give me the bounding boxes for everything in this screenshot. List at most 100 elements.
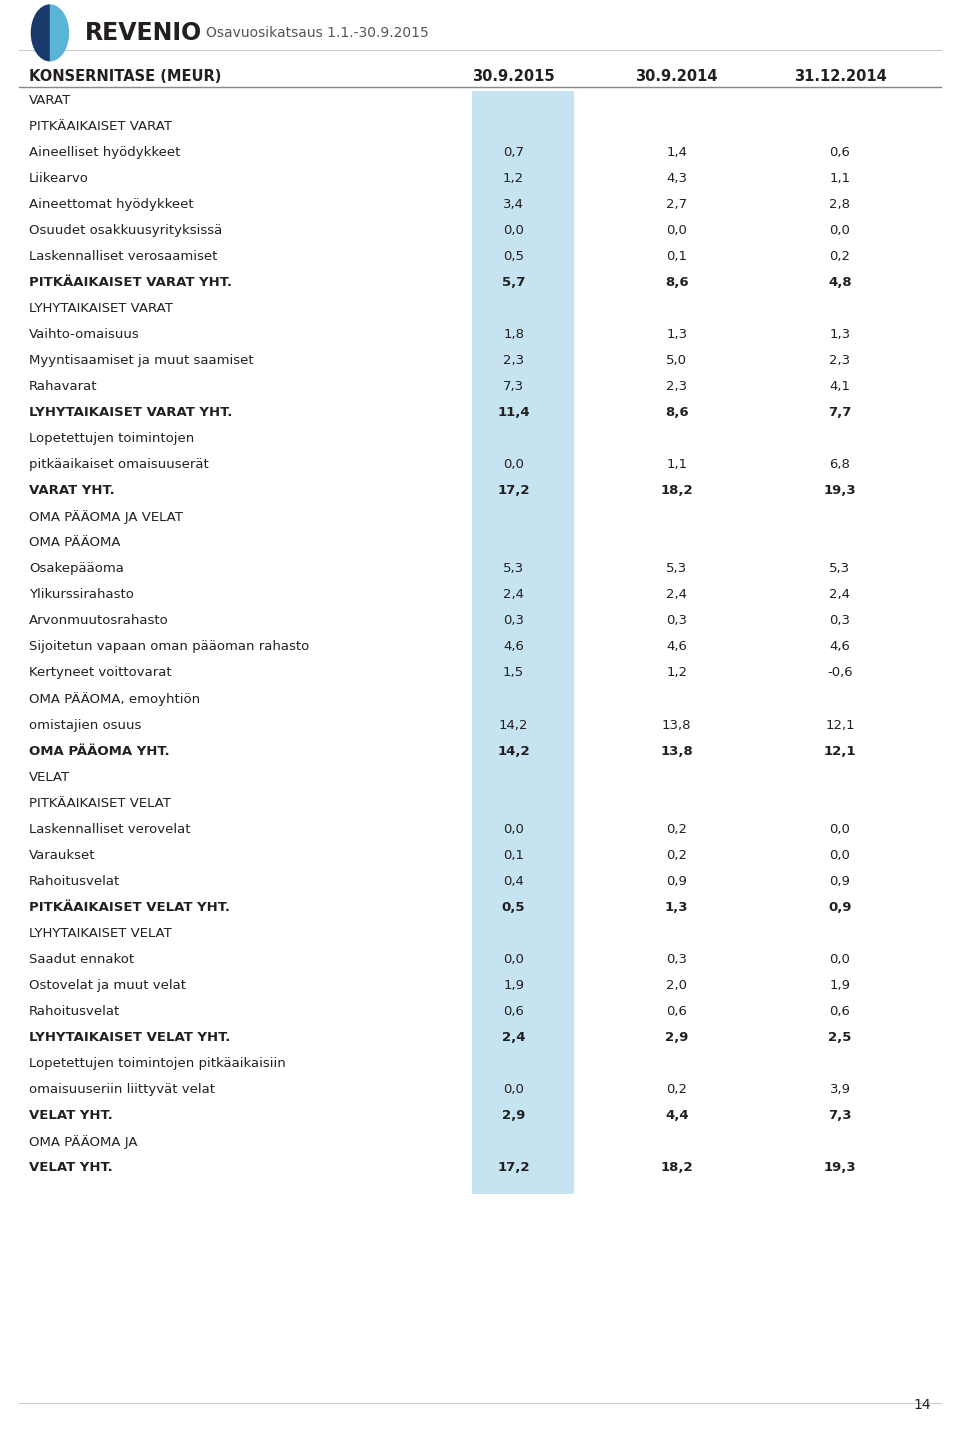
Text: 12,1: 12,1 bbox=[824, 745, 856, 757]
Text: Osavuosikatsaus 1.1.-30.9.2015: Osavuosikatsaus 1.1.-30.9.2015 bbox=[206, 26, 429, 40]
Text: 5,3: 5,3 bbox=[666, 563, 687, 576]
Text: 14,2: 14,2 bbox=[499, 719, 528, 732]
Text: 2,8: 2,8 bbox=[829, 199, 851, 211]
Text: 11,4: 11,4 bbox=[497, 406, 530, 419]
Text: OMA PÄÄOMA YHT.: OMA PÄÄOMA YHT. bbox=[29, 745, 169, 757]
Text: 1,8: 1,8 bbox=[503, 329, 524, 342]
FancyBboxPatch shape bbox=[472, 91, 574, 1193]
Text: 6,8: 6,8 bbox=[829, 459, 851, 472]
Text: 0,7: 0,7 bbox=[503, 146, 524, 159]
Text: Aineettomat hyödykkeet: Aineettomat hyödykkeet bbox=[29, 199, 193, 211]
Text: Lopetettujen toimintojen: Lopetettujen toimintojen bbox=[29, 433, 194, 446]
Text: 2,0: 2,0 bbox=[666, 979, 687, 992]
Text: Vaihto-omaisuus: Vaihto-omaisuus bbox=[29, 329, 139, 342]
Text: OMA PÄÄOMA, emoyhtiön: OMA PÄÄOMA, emoyhtiön bbox=[29, 693, 200, 706]
Text: 4,6: 4,6 bbox=[503, 640, 524, 653]
Text: 0,1: 0,1 bbox=[503, 849, 524, 862]
Text: 1,1: 1,1 bbox=[829, 173, 851, 186]
Text: 0,0: 0,0 bbox=[503, 823, 524, 836]
Text: LYHYTAIKAISET VARAT: LYHYTAIKAISET VARAT bbox=[29, 303, 173, 316]
Text: 0,6: 0,6 bbox=[666, 1005, 687, 1017]
Text: Kertyneet voittovarat: Kertyneet voittovarat bbox=[29, 666, 172, 679]
Text: 0,0: 0,0 bbox=[829, 823, 851, 836]
Text: Osakepääoma: Osakepääoma bbox=[29, 563, 124, 576]
Text: 0,9: 0,9 bbox=[828, 900, 852, 913]
Text: Laskennalliset verosaamiset: Laskennalliset verosaamiset bbox=[29, 250, 217, 263]
Text: VELAT: VELAT bbox=[29, 770, 70, 783]
Text: 2,4: 2,4 bbox=[503, 589, 524, 602]
Text: Liikearvo: Liikearvo bbox=[29, 173, 88, 186]
Text: 12,1: 12,1 bbox=[826, 719, 854, 732]
Text: 7,3: 7,3 bbox=[503, 380, 524, 393]
Text: 4,6: 4,6 bbox=[666, 640, 687, 653]
Text: 2,9: 2,9 bbox=[665, 1030, 688, 1043]
Text: Myyntisaamiset ja muut saamiset: Myyntisaamiset ja muut saamiset bbox=[29, 354, 253, 367]
Text: 17,2: 17,2 bbox=[497, 484, 530, 497]
Text: 0,0: 0,0 bbox=[829, 849, 851, 862]
Text: Aineelliset hyödykkeet: Aineelliset hyödykkeet bbox=[29, 146, 180, 159]
Text: Laskennalliset verovelat: Laskennalliset verovelat bbox=[29, 823, 190, 836]
Text: 7,3: 7,3 bbox=[828, 1109, 852, 1122]
Text: 1,9: 1,9 bbox=[829, 979, 851, 992]
Text: PITKÄAIKAISET VARAT: PITKÄAIKAISET VARAT bbox=[29, 120, 172, 133]
Text: 19,3: 19,3 bbox=[824, 1160, 856, 1173]
Text: 5,3: 5,3 bbox=[503, 563, 524, 576]
Text: OMA PÄÄOMA JA: OMA PÄÄOMA JA bbox=[29, 1135, 137, 1149]
Text: 0,0: 0,0 bbox=[503, 1083, 524, 1096]
Text: 1,2: 1,2 bbox=[666, 666, 687, 679]
Text: PITKÄAIKAISET VELAT YHT.: PITKÄAIKAISET VELAT YHT. bbox=[29, 900, 229, 913]
Text: 0,5: 0,5 bbox=[503, 250, 524, 263]
Text: 0,1: 0,1 bbox=[666, 250, 687, 263]
Text: 4,3: 4,3 bbox=[666, 173, 687, 186]
Text: 14: 14 bbox=[914, 1398, 931, 1412]
Text: 14,2: 14,2 bbox=[497, 745, 530, 757]
Text: Lopetettujen toimintojen pitkäaikaisiin: Lopetettujen toimintojen pitkäaikaisiin bbox=[29, 1056, 285, 1069]
Text: 2,3: 2,3 bbox=[829, 354, 851, 367]
Text: 0,0: 0,0 bbox=[503, 459, 524, 472]
Text: 2,5: 2,5 bbox=[828, 1030, 852, 1043]
Text: 0,9: 0,9 bbox=[829, 875, 851, 887]
Text: 2,3: 2,3 bbox=[666, 380, 687, 393]
Text: VARAT: VARAT bbox=[29, 94, 71, 107]
Text: 13,8: 13,8 bbox=[660, 745, 693, 757]
Text: 4,4: 4,4 bbox=[665, 1109, 688, 1122]
Text: VARAT YHT.: VARAT YHT. bbox=[29, 484, 114, 497]
Text: 7,7: 7,7 bbox=[828, 406, 852, 419]
Text: 0,6: 0,6 bbox=[829, 146, 851, 159]
Text: 5,3: 5,3 bbox=[829, 563, 851, 576]
Text: Ostovelat ja muut velat: Ostovelat ja muut velat bbox=[29, 979, 186, 992]
Text: 3,4: 3,4 bbox=[503, 199, 524, 211]
Text: 4,1: 4,1 bbox=[829, 380, 851, 393]
Text: 2,3: 2,3 bbox=[503, 354, 524, 367]
Text: Saadut ennakot: Saadut ennakot bbox=[29, 953, 134, 966]
Text: 8,6: 8,6 bbox=[665, 406, 688, 419]
Text: LYHYTAIKAISET VARAT YHT.: LYHYTAIKAISET VARAT YHT. bbox=[29, 406, 232, 419]
Text: -0,6: -0,6 bbox=[828, 666, 852, 679]
Text: VELAT YHT.: VELAT YHT. bbox=[29, 1109, 112, 1122]
Text: 19,3: 19,3 bbox=[824, 484, 856, 497]
Text: Rahoitusvelat: Rahoitusvelat bbox=[29, 875, 120, 887]
Text: 13,8: 13,8 bbox=[662, 719, 691, 732]
Text: 0,5: 0,5 bbox=[502, 900, 525, 913]
Text: Ylikurssirahasto: Ylikurssirahasto bbox=[29, 589, 133, 602]
Text: PITKÄAIKAISET VELAT: PITKÄAIKAISET VELAT bbox=[29, 796, 171, 809]
Text: OMA PÄÄOMA: OMA PÄÄOMA bbox=[29, 536, 120, 549]
Text: LYHYTAIKAISET VELAT YHT.: LYHYTAIKAISET VELAT YHT. bbox=[29, 1030, 230, 1043]
Text: PITKÄAIKAISET VARAT YHT.: PITKÄAIKAISET VARAT YHT. bbox=[29, 276, 231, 289]
Text: LYHYTAIKAISET VELAT: LYHYTAIKAISET VELAT bbox=[29, 926, 172, 939]
Text: 1,2: 1,2 bbox=[503, 173, 524, 186]
Text: 17,2: 17,2 bbox=[497, 1160, 530, 1173]
Text: 2,4: 2,4 bbox=[502, 1030, 525, 1043]
Text: Arvonmuutosrahasto: Arvonmuutosrahasto bbox=[29, 614, 169, 627]
Text: 0,0: 0,0 bbox=[503, 953, 524, 966]
Text: 30.9.2014: 30.9.2014 bbox=[636, 69, 718, 83]
Wedge shape bbox=[50, 4, 69, 61]
Text: 0,0: 0,0 bbox=[829, 953, 851, 966]
Text: REVENIO: REVENIO bbox=[84, 21, 202, 44]
Text: Sijoitetun vapaan oman pääoman rahasto: Sijoitetun vapaan oman pääoman rahasto bbox=[29, 640, 309, 653]
Text: 5,0: 5,0 bbox=[666, 354, 687, 367]
Text: 1,5: 1,5 bbox=[503, 666, 524, 679]
Text: 0,3: 0,3 bbox=[666, 953, 687, 966]
Text: 1,9: 1,9 bbox=[503, 979, 524, 992]
Text: omaisuuseriin liittyvät velat: omaisuuseriin liittyvät velat bbox=[29, 1083, 215, 1096]
